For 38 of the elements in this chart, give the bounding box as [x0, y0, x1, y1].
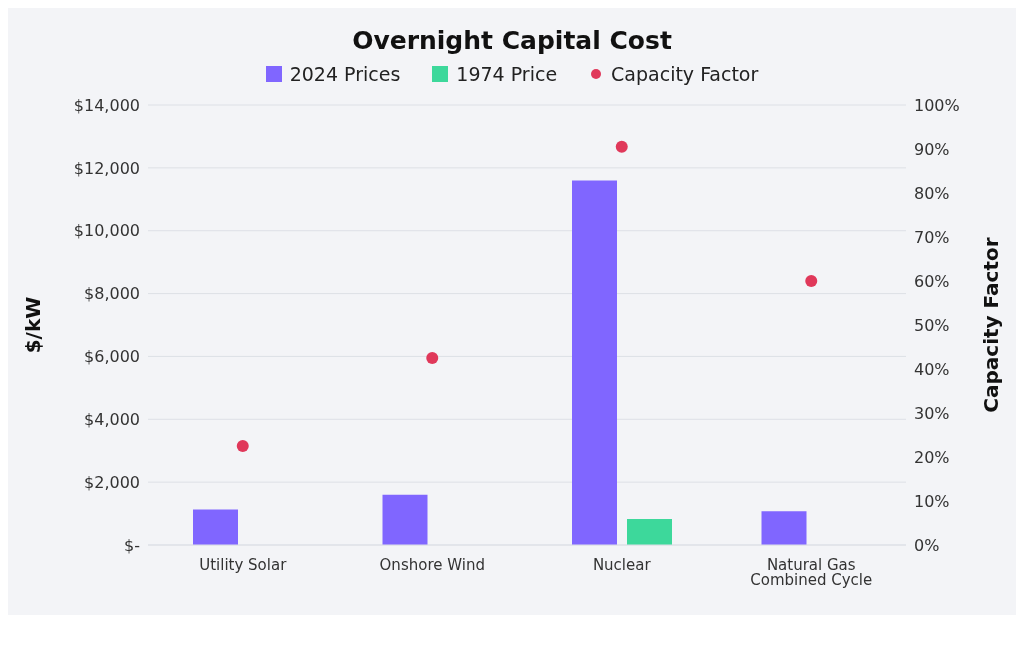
y2-tick-label: 80% — [914, 183, 950, 203]
y-tick-label: $6,000 — [84, 347, 140, 367]
y-tick-label: $4,000 — [84, 409, 140, 429]
point — [805, 275, 818, 287]
y2-tick-label: 90% — [914, 139, 950, 159]
y-axis-title: $/kW — [21, 296, 46, 354]
y2-tick-label: 30% — [914, 403, 950, 423]
y-tick-label: $10,000 — [73, 221, 140, 241]
point — [236, 440, 249, 452]
legend-label: 2024 Prices — [289, 63, 401, 85]
bar — [193, 509, 238, 545]
y-tick-label: $12,000 — [73, 158, 140, 178]
bar — [572, 180, 617, 545]
y-tick-label: $8,000 — [84, 284, 140, 304]
legend-label: 1974 Price — [456, 63, 558, 85]
y2-tick-label: 20% — [914, 447, 950, 467]
point — [615, 140, 628, 153]
bar — [627, 518, 672, 545]
x-tick-label: Onshore Wind — [379, 555, 485, 574]
y2-tick-label: 60% — [914, 271, 950, 291]
y2-tick-label: 50% — [914, 315, 950, 335]
point — [426, 352, 439, 364]
y2-axis-title: Capacity Factor — [979, 237, 1004, 413]
y2-tick-label: 100% — [914, 95, 960, 115]
y2-tick-label: 70% — [914, 227, 950, 247]
y-tick-label: $- — [124, 535, 140, 555]
y-tick-label: $2,000 — [84, 472, 140, 492]
legend-label: Capacity Factor — [611, 63, 759, 85]
chart-title: Overnight Capital Cost — [351, 25, 673, 55]
bar — [382, 494, 428, 545]
y2-tick-label: 0% — [914, 535, 940, 555]
bar — [761, 511, 807, 545]
y2-tick-label: 10% — [914, 491, 950, 511]
x-tick-label: Utility Solar — [199, 555, 288, 574]
y-tick-label: $14,000 — [73, 95, 140, 115]
x-tick-label: Natural Gas Combined Cycle — [750, 555, 873, 589]
x-tick-label: Nuclear — [592, 555, 652, 574]
y2-tick-label: 40% — [914, 359, 950, 379]
